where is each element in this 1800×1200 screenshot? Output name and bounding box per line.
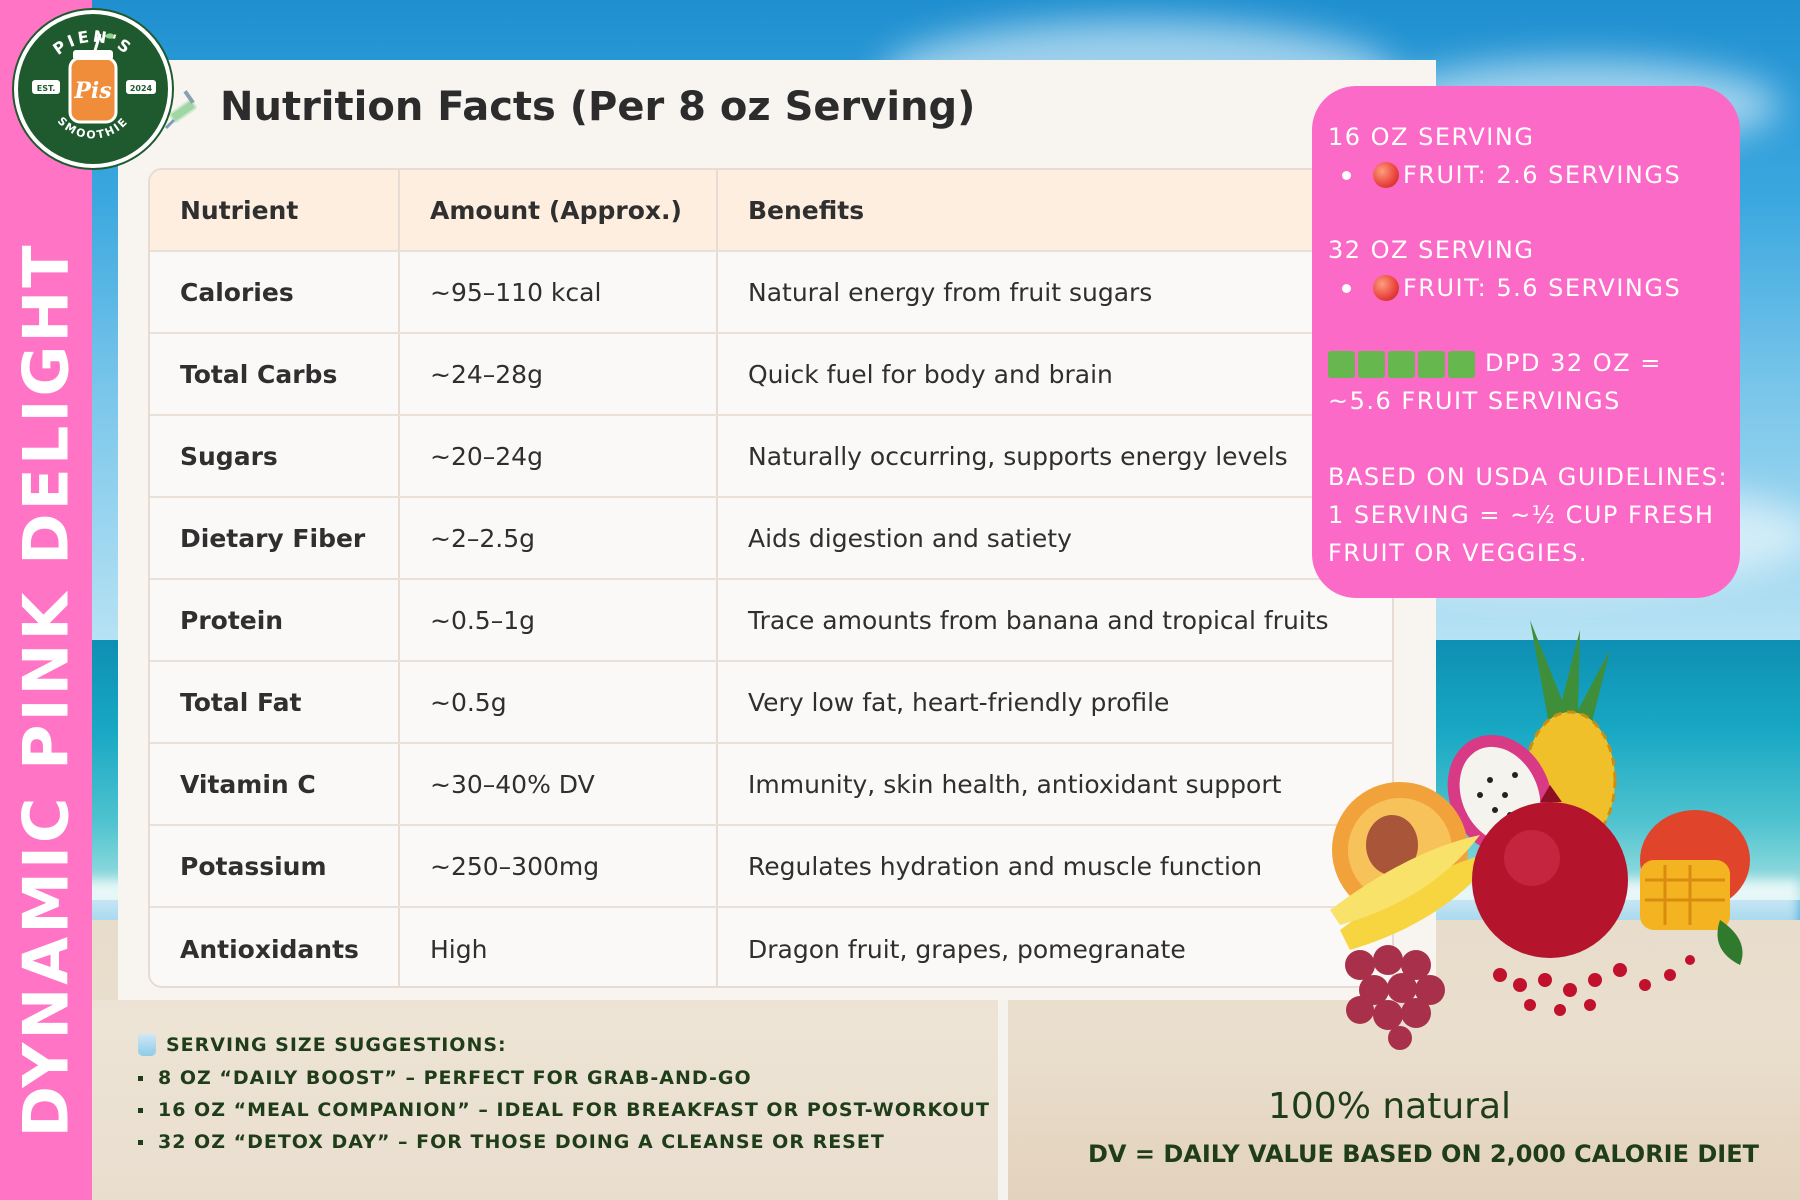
nutrient-name: Vitamin C <box>150 744 400 824</box>
usda-line-1: BASED ON USDA GUIDELINES: <box>1328 463 1729 491</box>
table-header-row: Nutrient Amount (Approx.) Benefits <box>150 170 1392 252</box>
nutrient-benefit: Naturally occurring, supports energy lev… <box>748 441 1288 471</box>
usda-line-2: 1 SERVING = ~½ CUP FRESH <box>1328 501 1715 529</box>
serving-32oz-fruit: FRUIT: 5.6 SERVINGS <box>1342 269 1681 307</box>
bullet-dot <box>1342 283 1351 293</box>
nutrient-benefit: Regulates hydration and muscle function <box>748 851 1263 881</box>
logo-est-label: EST. <box>37 84 56 93</box>
pomegranate-icon <box>1472 785 1628 958</box>
bullet-square <box>138 1139 143 1145</box>
serving-16oz-fruit-text: FRUIT: 2.6 SERVINGS <box>1403 161 1682 189</box>
suggestions-heading: SERVING SIZE SUGGESTIONS: <box>138 1034 990 1056</box>
pomegranate-seeds-icon <box>1493 955 1695 1016</box>
nutrient-amount: ~24–28g <box>400 334 718 414</box>
column-header: Amount (Approx.) <box>400 170 718 250</box>
serving-16oz-fruit: FRUIT: 2.6 SERVINGS <box>1342 156 1681 194</box>
table-row: Protein ~0.5–1g Trace amounts from banan… <box>150 580 1392 662</box>
suggestions-list: 8 OZ “DAILY BOOST” – PERFECT FOR GRAB-AN… <box>138 1062 990 1158</box>
suggestion-text: 8 OZ “DAILY BOOST” – PERFECT FOR GRAB-AN… <box>158 1067 752 1089</box>
side-strip: DYNAMIC PINK DELIGHT <box>0 0 92 1200</box>
table-row: Sugars ~20–24g Naturally occurring, supp… <box>150 416 1392 498</box>
peach-icon <box>1373 275 1399 301</box>
logo-art <box>23 19 163 159</box>
table-row: Calories ~95–110 kcal Natural energy fro… <box>150 252 1392 334</box>
nutrient-amount: ~0.5–1g <box>400 580 718 660</box>
green-blocks-icon <box>1328 350 1475 378</box>
bullet-square <box>138 1075 143 1081</box>
table-row: Total Carbs ~24–28g Quick fuel for body … <box>150 334 1392 416</box>
logo-mark: Pis <box>73 78 111 104</box>
nutrient-name: Total Fat <box>150 662 400 742</box>
svg-text:SMOOTHIE: SMOOTHIE <box>55 114 131 141</box>
logo-name-top: PIEN'S <box>49 27 133 59</box>
table-row: Potassium ~250–300mg Regulates hydration… <box>150 826 1392 908</box>
table-row: Dietary Fiber ~2–2.5g Aids digestion and… <box>150 498 1392 580</box>
nutrient-benefit: Aids digestion and satiety <box>748 523 1072 553</box>
dpd-line: DPD 32 OZ = <box>1328 344 1662 382</box>
syringe-icon <box>164 90 197 130</box>
nutrient-benefit: Trace amounts from banana and tropical f… <box>748 605 1329 635</box>
nutrient-amount: ~20–24g <box>400 416 718 496</box>
logo-name-bottom: SMOOTHIE <box>55 114 129 141</box>
nutrient-name: Total Carbs <box>150 334 400 414</box>
nutrient-name: Sugars <box>150 416 400 496</box>
nutrient-amount: ~2–2.5g <box>400 498 718 578</box>
servings-info-box: 16 OZ SERVING FRUIT: 2.6 SERVINGS 32 OZ … <box>1312 86 1740 598</box>
mango-icon <box>1640 810 1750 930</box>
nutrient-name: Potassium <box>150 826 400 906</box>
nutrient-amount: High <box>400 908 718 986</box>
table-row: Vitamin C ~30–40% DV Immunity, skin heal… <box>150 744 1392 826</box>
leaf-icon <box>1717 920 1743 965</box>
natural-claim: 100% natural <box>1268 1086 1512 1127</box>
nutrient-amount: ~95–110 kcal <box>400 252 718 332</box>
serving-32oz-fruit-text: FRUIT: 5.6 SERVINGS <box>1403 274 1682 302</box>
nutrient-amount: ~250–300mg <box>400 826 718 906</box>
nutrient-name: Calories <box>150 252 400 332</box>
usda-line-3: FRUIT OR VEGGIES. <box>1328 539 1588 567</box>
nutrition-table: Nutrient Amount (Approx.) Benefits Calor… <box>148 168 1394 988</box>
bullet-dot <box>1342 170 1351 180</box>
cup-icon <box>138 1034 156 1056</box>
peach-icon <box>1373 162 1399 188</box>
serving-16oz-label: 16 OZ SERVING <box>1328 123 1535 151</box>
nutrient-benefit: Dragon fruit, grapes, pomegranate <box>748 934 1186 964</box>
suggestion-text: 32 OZ “DETOX DAY” – FOR THOSE DOING A CL… <box>158 1131 885 1153</box>
list-item: 16 OZ “MEAL COMPANION” – IDEAL FOR BREAK… <box>138 1094 990 1126</box>
nutrient-amount: ~30–40% DV <box>400 744 718 824</box>
brand-logo: PIEN'S SMOOTHIE Pis EST. 2024 <box>14 10 172 168</box>
nutrient-benefit: Natural energy from fruit sugars <box>748 277 1153 307</box>
dpd-line-2: ~5.6 FRUIT SERVINGS <box>1328 387 1621 415</box>
svg-text:PIEN'S: PIEN'S <box>49 27 136 59</box>
nutrient-amount: ~0.5g <box>400 662 718 742</box>
logo-lettering: PIEN'S SMOOTHIE Pis EST. 2024 <box>32 27 156 142</box>
suggestion-text: 16 OZ “MEAL COMPANION” – IDEAL FOR BREAK… <box>158 1099 990 1121</box>
nutrient-name: Antioxidants <box>150 908 400 986</box>
serving-suggestions: SERVING SIZE SUGGESTIONS: 8 OZ “DAILY BO… <box>138 1034 990 1158</box>
footer-divider <box>998 1000 1008 1200</box>
footer-panel <box>92 1000 998 1200</box>
banana-icon <box>1330 835 1500 950</box>
dpd-text: DPD 32 OZ = <box>1485 349 1662 377</box>
serving-32oz-label: 32 OZ SERVING <box>1328 236 1535 264</box>
column-header: Benefits <box>748 195 865 225</box>
nutrient-benefit: Quick fuel for body and brain <box>748 359 1113 389</box>
nutrient-name: Dietary Fiber <box>150 498 400 578</box>
column-header: Nutrient <box>150 170 400 250</box>
list-item: 32 OZ “DETOX DAY” – FOR THOSE DOING A CL… <box>138 1126 990 1158</box>
suggestions-heading-text: SERVING SIZE SUGGESTIONS: <box>166 1034 507 1056</box>
list-item: 8 OZ “DAILY BOOST” – PERFECT FOR GRAB-AN… <box>138 1062 990 1094</box>
product-name-vertical: DYNAMIC PINK DELIGHT <box>9 242 83 1138</box>
nutrient-benefit: Immunity, skin health, antioxidant suppo… <box>748 769 1282 799</box>
nutrition-title: Nutrition Facts (Per 8 oz Serving) <box>220 84 976 130</box>
grapes-icon <box>1345 945 1445 1050</box>
nutrient-benefit: Very low fat, heart-friendly profile <box>748 687 1170 717</box>
logo-est-year: 2024 <box>130 84 153 93</box>
bullet-square <box>138 1107 143 1113</box>
table-row: Total Fat ~0.5g Very low fat, heart-frie… <box>150 662 1392 744</box>
daily-value-note: DV = DAILY VALUE BASED ON 2,000 CALORIE … <box>1088 1140 1759 1168</box>
nutrient-name: Protein <box>150 580 400 660</box>
table-row: Antioxidants High Dragon fruit, grapes, … <box>150 908 1392 986</box>
fruit-illustration <box>1330 620 1750 1050</box>
